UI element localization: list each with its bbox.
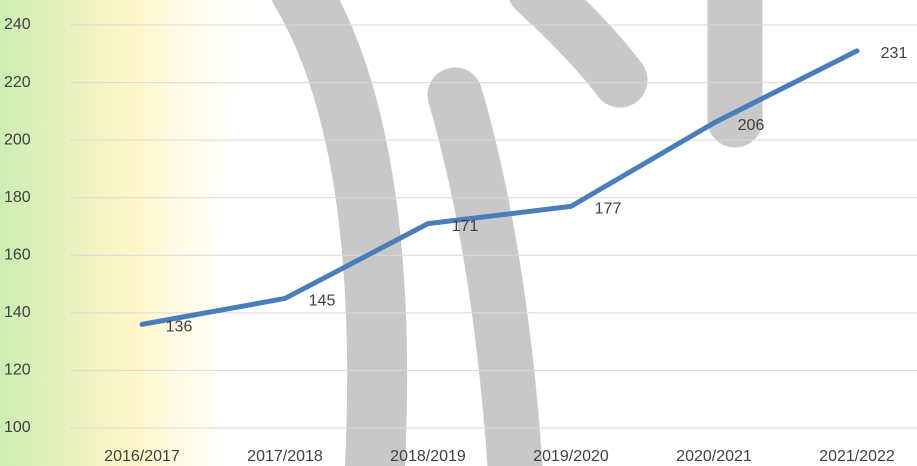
data-label: 177 (595, 201, 622, 218)
y-tick-label: 200 (4, 131, 31, 148)
y-tick-label: 240 (4, 16, 31, 33)
data-label: 136 (166, 319, 193, 336)
y-tick-label: 120 (4, 362, 31, 379)
y-tick-label: 180 (4, 189, 31, 206)
data-label: 171 (452, 218, 479, 235)
x-tick-label: 2021/2022 (819, 448, 895, 465)
data-label: 206 (738, 117, 765, 134)
x-tick-label: 2020/2021 (676, 448, 752, 465)
x-tick-label: 2019/2020 (533, 448, 609, 465)
data-label: 145 (309, 293, 336, 310)
y-tick-label: 100 (4, 419, 31, 436)
watermark (0, 0, 735, 466)
x-tick-label: 2017/2018 (247, 448, 323, 465)
chart: 100 120 140 160 180 200 220 240 2016/2017 2017/20… (0, 0, 917, 466)
data-label: 231 (881, 45, 908, 62)
y-tick-label: 160 (4, 247, 31, 264)
x-tick-label: 2018/2019 (390, 448, 466, 465)
x-tick-label: 2016/2017 (104, 448, 180, 465)
y-tick-label: 140 (4, 304, 31, 321)
y-tick-label: 220 (4, 74, 31, 91)
